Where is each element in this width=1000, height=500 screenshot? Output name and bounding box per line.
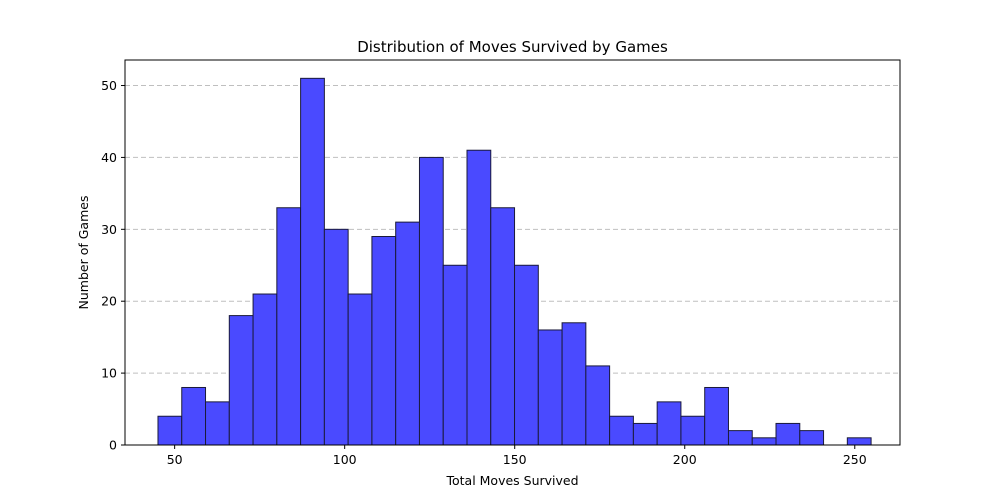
bars xyxy=(157,77,872,446)
histogram-bar xyxy=(205,401,230,446)
plot-frame xyxy=(124,59,901,446)
histogram-bar xyxy=(561,322,587,446)
histogram-bar xyxy=(585,365,611,446)
histogram-bar xyxy=(656,401,682,446)
histogram-bar xyxy=(252,293,278,446)
histogram-bar xyxy=(395,221,420,446)
histogram-bar xyxy=(799,430,825,446)
histogram-bar xyxy=(514,264,539,446)
histogram-bar xyxy=(276,207,302,446)
histogram-bar xyxy=(323,228,349,446)
y-tick-label: 40 xyxy=(101,150,117,165)
histogram-bar xyxy=(228,315,254,446)
x-axis-ticks: 50 100 150 200 250 xyxy=(167,445,867,467)
y-axis-label: Number of Games xyxy=(76,196,91,310)
histogram-bar xyxy=(490,207,516,446)
y-tick-label: 0 xyxy=(109,438,117,453)
histogram-bar xyxy=(775,422,801,446)
histogram-bar xyxy=(371,236,397,446)
x-tick-label: 150 xyxy=(503,452,527,467)
histogram-bar xyxy=(181,386,207,446)
y-tick-label: 10 xyxy=(101,366,117,381)
histogram-bar xyxy=(442,264,468,446)
histogram-bar xyxy=(609,415,634,446)
histogram-bar xyxy=(680,415,706,446)
x-tick-label: 100 xyxy=(333,452,357,467)
x-axis-label: Total Moves Survived xyxy=(445,473,578,488)
y-tick-label: 50 xyxy=(101,78,117,93)
histogram-bar xyxy=(466,149,492,446)
y-axis-ticks: 0 10 20 30 40 50 xyxy=(101,78,125,453)
histogram-bar xyxy=(704,386,729,446)
x-tick-label: 200 xyxy=(673,452,697,467)
histogram-bar xyxy=(727,430,753,446)
y-tick-label: 30 xyxy=(101,222,117,237)
histogram-bar xyxy=(157,415,183,446)
histogram-bar xyxy=(846,437,872,446)
histogram-bar xyxy=(537,329,563,446)
y-tick-label: 20 xyxy=(101,294,117,309)
x-tick-label: 250 xyxy=(843,452,867,467)
histogram-bar xyxy=(751,437,777,446)
histogram-bar xyxy=(418,156,444,446)
chart-title: Distribution of Moves Survived by Games xyxy=(357,38,668,56)
histogram-bar xyxy=(632,422,658,446)
x-tick-label: 50 xyxy=(167,452,183,467)
histogram-bar xyxy=(347,293,373,446)
histogram-bar xyxy=(300,77,325,446)
